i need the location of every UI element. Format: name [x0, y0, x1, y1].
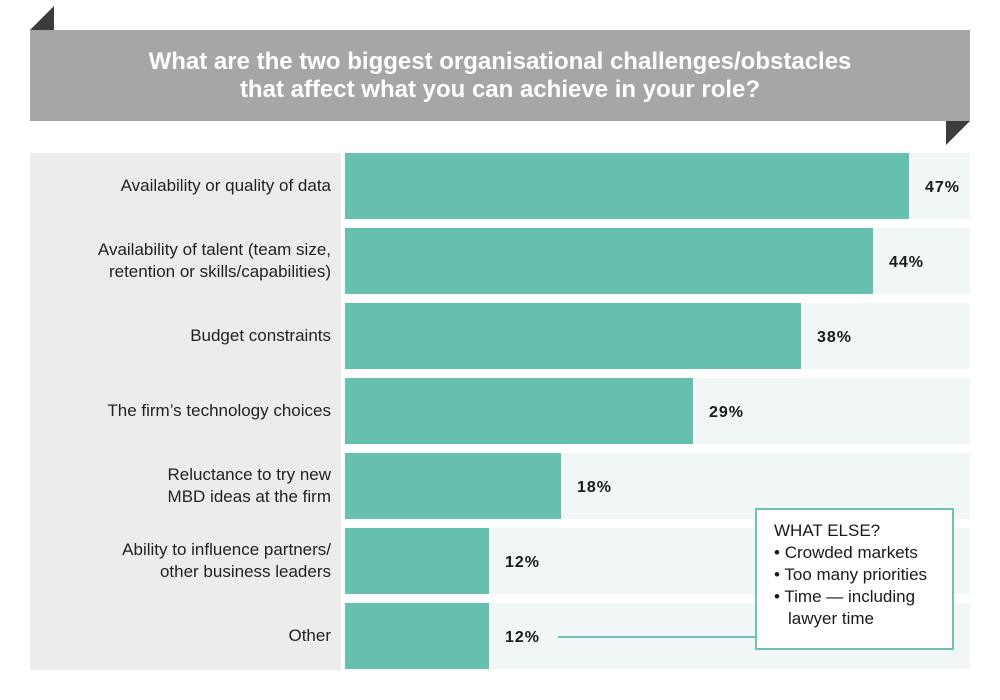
- bar: [345, 528, 489, 594]
- callout-item: • Crowded markets: [774, 543, 918, 562]
- title-banner: What are the two biggest organisational …: [30, 30, 970, 121]
- category-label: The firm’s technology choices: [107, 401, 331, 420]
- bar-value-label: 47%: [925, 179, 960, 196]
- category-label: Reluctance to try new MBD ideas at the fi…: [167, 465, 331, 506]
- category-label: Availability of talent (team size, retent…: [97, 240, 331, 281]
- category-label: Ability to influence partners/other busi…: [122, 540, 331, 581]
- bar-value-label: 44%: [889, 254, 924, 271]
- bar-value-label: 38%: [817, 329, 852, 346]
- bar: [345, 453, 561, 519]
- bar-value-label: 12%: [505, 554, 540, 571]
- callout-title: WHAT ELSE?: [774, 521, 881, 540]
- banner-fold-bottom-right: [946, 121, 970, 145]
- chart-title-line-1: What are the two biggest organisational …: [148, 48, 852, 75]
- bar: [345, 378, 693, 444]
- chart-title-line-2: that affect what you can achieve in your…: [239, 76, 761, 103]
- category-label: Availability or quality of data: [120, 176, 331, 195]
- callout-item: • Too many priorities: [774, 565, 928, 584]
- category-label: Budget constraints: [190, 326, 331, 345]
- bar-value-label: 12%: [505, 629, 540, 646]
- bar-value-label: 29%: [709, 404, 744, 421]
- bar: [345, 153, 909, 219]
- bar: [345, 603, 489, 669]
- callout-list: • Crowded markets • Too many priorities …: [774, 542, 952, 630]
- banner-fold-top-left: [30, 6, 54, 30]
- bar: [345, 303, 801, 369]
- bar-value-label: 18%: [577, 479, 612, 496]
- callout-item: • Time — including lawyer time: [774, 587, 916, 628]
- chart-title: What are the two biggest organisational …: [90, 48, 910, 104]
- what-else-callout: WHAT ELSE? • Crowded markets • Too many …: [755, 508, 954, 650]
- category-label: Other: [288, 626, 331, 645]
- bar: [345, 228, 873, 294]
- category-label-panel: [30, 153, 341, 670]
